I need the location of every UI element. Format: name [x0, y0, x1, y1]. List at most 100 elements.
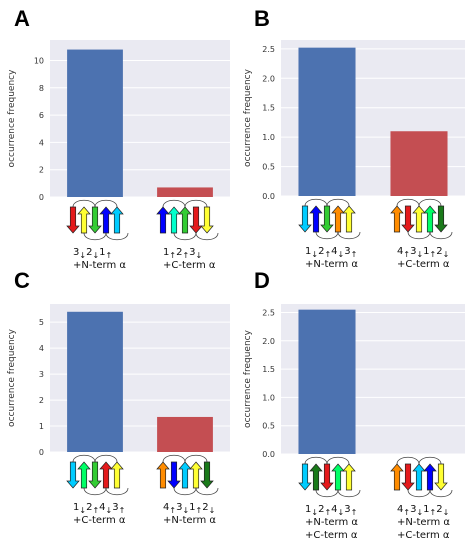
panel-letter-b: B	[254, 6, 270, 31]
strand-arrow	[66, 461, 80, 489]
strand-direction: ↑	[351, 508, 358, 517]
helix-label: +N-term α	[305, 259, 358, 270]
helix-label: +N-term α	[305, 517, 358, 528]
y-tick-label: 2.0	[262, 74, 275, 83]
strand-arrow	[178, 206, 192, 234]
topology-label: 4↑3↓1↑2↓	[397, 246, 449, 259]
panel-letter-a: A	[14, 6, 30, 31]
strand-loop	[94, 199, 118, 208]
strand-arrow	[331, 205, 345, 233]
strand-arrow	[200, 206, 214, 234]
y-tick-label: 0.5	[262, 422, 275, 431]
strand-loop	[407, 231, 431, 240]
y-tick-label: 10	[34, 56, 44, 65]
bar	[157, 187, 213, 197]
strand-arrow	[320, 463, 334, 491]
y-tick-label: 4	[39, 138, 44, 147]
strand-loop	[105, 232, 129, 241]
strand-loop	[337, 489, 361, 498]
strand-arrow	[77, 206, 91, 234]
topology-diagram	[390, 198, 453, 240]
strand-direction: ↓	[182, 506, 189, 515]
topology-label: 4↑3↓1↑2↓	[163, 502, 215, 515]
strand-direction: ↓	[338, 250, 345, 259]
panel-a: A 0 2 4 6 8 10 occurrence frequency 3↓2↓1↑ +N-te…	[0, 0, 236, 275]
topology-label: 3↓2↓1↑	[73, 247, 112, 260]
strand-direction: ↑	[196, 506, 203, 515]
y-tick-label: 6	[39, 111, 44, 120]
strand-number: 1	[73, 502, 79, 513]
topology-diagram	[156, 454, 219, 496]
strand-direction: ↓	[79, 251, 86, 260]
strand-arrow	[412, 205, 426, 233]
strand-loop	[162, 454, 186, 463]
strand-loop	[418, 456, 442, 465]
y-tick-label: 1.5	[262, 104, 275, 113]
y-tick-label: 0	[39, 193, 44, 202]
strand-arrow	[401, 463, 415, 491]
bar	[157, 416, 213, 452]
strand-number: 1	[189, 502, 195, 513]
strand-number: 3	[410, 504, 416, 515]
strand-arrow	[77, 461, 91, 489]
strand-number: 3	[344, 246, 350, 257]
y-tick-label: 0.5	[262, 163, 275, 172]
topology-diagram	[298, 456, 361, 498]
strand-arrow	[390, 205, 404, 233]
strand-number: 4	[331, 246, 337, 257]
helix-label: +N-term α	[73, 260, 126, 271]
strand-arrow	[99, 461, 113, 489]
strand-loop	[162, 199, 186, 208]
bar	[298, 309, 356, 454]
y-axis-label: occurrence frequency	[7, 69, 17, 168]
y-tick-label: 2	[39, 396, 44, 405]
strand-number: 1	[163, 247, 169, 258]
strand-loop	[407, 489, 431, 498]
helix-label: +C-term α	[163, 260, 216, 271]
strand-arrow	[189, 206, 203, 234]
y-tick-label: 1	[39, 422, 44, 431]
strand-arrow	[309, 463, 323, 491]
strand-number: 4	[397, 504, 403, 515]
strand-direction: ↓	[416, 250, 423, 259]
strand-loop	[315, 231, 339, 240]
y-tick-label: 4	[39, 344, 44, 353]
strand-arrow	[167, 461, 181, 489]
y-axis-label: occurrence frequency	[243, 68, 253, 167]
strand-number: 3	[410, 246, 416, 257]
helix-label: +C-term α	[305, 530, 358, 541]
topology-label: 1↓2↑4↓3↑	[73, 502, 125, 515]
strand-number: 4	[163, 502, 169, 513]
strand-loop	[184, 454, 208, 463]
topology-diagram	[156, 199, 219, 241]
y-axis-label: occurrence frequency	[243, 329, 253, 428]
topology-diagram	[298, 198, 361, 240]
panel-letter-c: C	[14, 268, 30, 293]
strand-number: 3	[176, 502, 182, 513]
y-tick-label: 0.0	[262, 450, 275, 459]
strand-direction: ↓	[196, 251, 203, 260]
strand-arrow	[99, 206, 113, 234]
strand-number: 2	[86, 502, 92, 513]
strand-number: 3	[344, 504, 350, 515]
strand-arrow	[331, 463, 345, 491]
helix-label: +C-term α	[397, 259, 450, 270]
strand-direction: ↓	[443, 250, 450, 259]
strand-loop	[315, 489, 339, 498]
strand-arrow	[156, 461, 170, 489]
strand-direction: ↑	[92, 506, 99, 515]
y-tick-label: 2.0	[262, 337, 275, 346]
strand-direction: ↓	[443, 508, 450, 517]
strand-number: 4	[99, 502, 105, 513]
strand-arrow	[110, 461, 124, 489]
y-tick-label: 1.5	[262, 365, 275, 374]
strand-number: 2	[436, 246, 442, 257]
strand-arrow	[309, 205, 323, 233]
panel-c: C 0 1 2 3 4 5 occurrence frequency 1↓2↑4↓3↑ +C-t…	[0, 268, 236, 550]
strand-number: 2	[202, 502, 208, 513]
strand-number: 2	[318, 504, 324, 515]
topology-label: 4↑3↓1↑2↓	[397, 504, 449, 517]
strand-number: 4	[397, 246, 403, 257]
